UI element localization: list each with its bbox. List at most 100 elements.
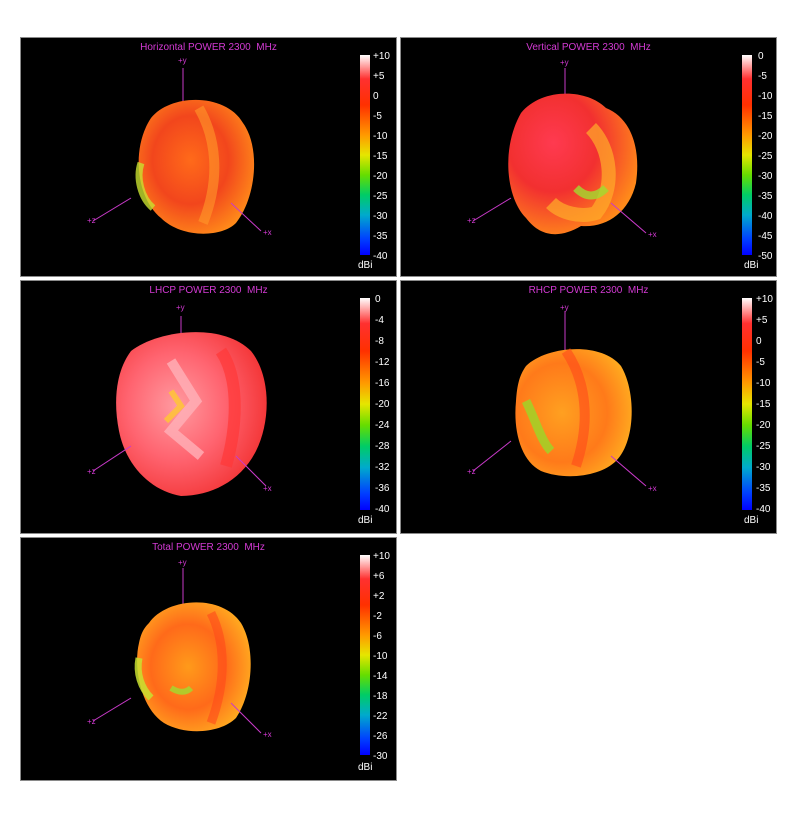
z-axis-label: +z: [467, 467, 476, 476]
radiation-pattern-3d: [472, 68, 647, 235]
colorbar-tick: -20: [375, 399, 390, 410]
colorbar-tick: +5: [373, 71, 385, 82]
colorbar-tick: -32: [375, 462, 390, 473]
z-axis-line: [92, 197, 132, 222]
z-axis-line: [92, 445, 132, 472]
colorbar-tick: -35: [758, 191, 773, 202]
colorbar-tick: 0: [758, 51, 764, 62]
colorbar: [742, 298, 752, 510]
colorbar-tick: +10: [373, 51, 390, 62]
colorbar-tick: -36: [375, 483, 390, 494]
x-axis-line: [230, 702, 262, 734]
pattern-panel-rhcp: RHCP POWER 2300 MHz +y +z +x +10 +5 0 -5…: [400, 280, 777, 534]
x-axis-line: [235, 455, 267, 487]
x-axis-label: +x: [263, 484, 272, 493]
colorbar-tick: 0: [375, 294, 381, 305]
colorbar-tick: -14: [373, 671, 388, 682]
y-axis-label: +y: [560, 58, 569, 67]
colorbar-tick: -25: [756, 441, 771, 452]
colorbar-tick: -28: [375, 441, 390, 452]
colorbar-tick: +6: [373, 571, 385, 582]
colorbar-tick: -8: [375, 336, 384, 347]
colorbar-tick: -20: [373, 171, 388, 182]
z-axis-label: +z: [87, 717, 96, 726]
x-axis-label: +x: [648, 230, 657, 239]
panel-title: Total POWER 2300 MHz: [152, 542, 265, 553]
colorbar-tick: -20: [758, 131, 773, 142]
colorbar-tick: -35: [373, 231, 388, 242]
colorbar-unit: dBi: [358, 260, 373, 271]
colorbar-unit: dBi: [358, 762, 373, 773]
colorbar-tick: -18: [373, 691, 388, 702]
y-axis-label: +y: [560, 303, 569, 312]
z-axis-line: [472, 440, 512, 472]
y-axis-label: +y: [178, 56, 187, 65]
colorbar-tick: +10: [756, 294, 773, 305]
panel-title: Horizontal POWER 2300 MHz: [140, 42, 277, 53]
x-axis-label: +x: [263, 228, 272, 237]
pattern-panel-horizontal: Horizontal POWER 2300 MHz +y +z +x +10 +…: [20, 37, 397, 277]
colorbar: [360, 555, 370, 755]
colorbar-tick: -45: [758, 231, 773, 242]
colorbar-tick: -30: [373, 211, 388, 222]
colorbar-tick: -40: [756, 504, 771, 515]
colorbar-tick: 0: [373, 91, 379, 102]
colorbar-tick: -12: [375, 357, 390, 368]
panel-title: RHCP POWER 2300 MHz: [528, 285, 649, 296]
panel-title: LHCP POWER 2300 MHz: [149, 285, 268, 296]
z-axis-label: +z: [87, 467, 96, 476]
z-axis-line: [472, 197, 512, 222]
colorbar-tick: -5: [758, 71, 767, 82]
z-axis-label: +z: [87, 216, 96, 225]
colorbar-tick: -30: [373, 751, 388, 762]
colorbar-tick: -16: [375, 378, 390, 389]
colorbar-tick: -10: [373, 651, 388, 662]
radiation-pattern-3d: [92, 568, 262, 734]
x-axis-line: [230, 202, 262, 232]
y-axis-label: +y: [176, 303, 185, 312]
radiation-pattern-3d: [92, 68, 262, 234]
colorbar-tick: +10: [373, 551, 390, 562]
colorbar-tick: -6: [373, 631, 382, 642]
pattern-surface: [137, 602, 251, 732]
pattern-surface: [138, 99, 255, 234]
colorbar-tick: +2: [373, 591, 385, 602]
z-axis-label: +z: [467, 216, 476, 225]
colorbar-tick: -40: [375, 504, 390, 515]
colorbar-tick: 0: [756, 336, 762, 347]
pattern-panel-lhcp: LHCP POWER 2300 MHz +y +z +x 0 -4 -8 -12…: [20, 280, 397, 534]
colorbar-tick: +5: [756, 315, 768, 326]
colorbar-tick: -30: [758, 171, 773, 182]
colorbar-tick: -15: [758, 111, 773, 122]
colorbar-tick: -30: [756, 462, 771, 473]
colorbar-tick: -15: [756, 399, 771, 410]
colorbar-tick: -25: [373, 191, 388, 202]
z-axis-line: [92, 697, 132, 722]
colorbar-tick: -5: [373, 111, 382, 122]
colorbar-tick: -4: [375, 315, 384, 326]
colorbar-tick: -24: [375, 420, 390, 431]
x-axis-label: +x: [263, 730, 272, 739]
x-axis-line: [610, 202, 647, 234]
colorbar-tick: -26: [373, 731, 388, 742]
colorbar-unit: dBi: [744, 515, 759, 526]
colorbar-tick: -10: [758, 91, 773, 102]
colorbar: [360, 55, 370, 255]
colorbar-tick: -40: [373, 251, 388, 262]
colorbar-tick: -35: [756, 483, 771, 494]
colorbar-tick: -10: [373, 131, 388, 142]
colorbar-tick: -20: [756, 420, 771, 431]
radiation-pattern-3d: [472, 311, 647, 487]
colorbar-tick: -15: [373, 151, 388, 162]
colorbar-tick: -2: [373, 611, 382, 622]
x-axis-label: +x: [648, 484, 657, 493]
colorbar-unit: dBi: [744, 260, 759, 271]
pattern-panel-vertical: Vertical POWER 2300 MHz +y +z +x 0 -5 -1…: [400, 37, 777, 277]
x-axis-line: [610, 455, 647, 487]
colorbar-tick: -25: [758, 151, 773, 162]
colorbar-tick: -50: [758, 251, 773, 262]
radiation-pattern-3d: [92, 316, 267, 496]
colorbar: [742, 55, 752, 255]
panel-title: Vertical POWER 2300 MHz: [526, 42, 651, 53]
y-axis-label: +y: [178, 558, 187, 567]
